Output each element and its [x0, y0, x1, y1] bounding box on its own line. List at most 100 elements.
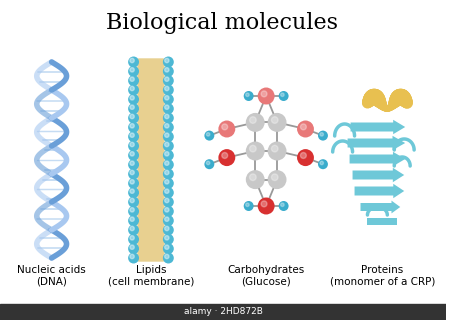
Circle shape — [163, 187, 174, 198]
Circle shape — [258, 87, 275, 105]
Circle shape — [128, 66, 139, 77]
Circle shape — [165, 96, 169, 100]
FancyBboxPatch shape — [0, 304, 446, 320]
Circle shape — [130, 180, 134, 184]
Circle shape — [163, 57, 174, 68]
Text: Lipids
(cell membrane): Lipids (cell membrane) — [108, 265, 194, 287]
FancyArrow shape — [367, 218, 397, 225]
Circle shape — [128, 57, 139, 68]
Circle shape — [163, 196, 174, 207]
Circle shape — [165, 217, 169, 221]
Circle shape — [163, 206, 174, 217]
Circle shape — [128, 234, 139, 245]
Circle shape — [128, 140, 139, 151]
Circle shape — [246, 141, 264, 161]
FancyArrow shape — [352, 168, 404, 182]
Circle shape — [130, 114, 134, 119]
Circle shape — [128, 252, 139, 263]
Circle shape — [246, 203, 249, 206]
Circle shape — [258, 197, 275, 214]
Circle shape — [165, 86, 169, 91]
Circle shape — [268, 141, 286, 161]
FancyBboxPatch shape — [138, 59, 164, 261]
Circle shape — [300, 153, 306, 158]
Circle shape — [268, 113, 286, 132]
Circle shape — [165, 142, 169, 147]
Circle shape — [128, 178, 139, 189]
Circle shape — [128, 215, 139, 226]
Circle shape — [165, 152, 169, 156]
Circle shape — [272, 174, 278, 180]
Circle shape — [128, 206, 139, 217]
Circle shape — [163, 178, 174, 189]
Text: alamy · 2HD872B: alamy · 2HD872B — [184, 308, 262, 316]
Circle shape — [130, 86, 134, 91]
FancyArrow shape — [350, 152, 405, 166]
Circle shape — [163, 140, 174, 151]
Circle shape — [165, 189, 169, 193]
Circle shape — [165, 236, 169, 240]
Circle shape — [163, 169, 174, 180]
Circle shape — [130, 236, 134, 240]
Circle shape — [318, 159, 328, 169]
Circle shape — [130, 58, 134, 63]
Circle shape — [163, 243, 174, 254]
Circle shape — [130, 142, 134, 147]
Circle shape — [165, 254, 169, 259]
Circle shape — [128, 196, 139, 207]
Circle shape — [163, 113, 174, 124]
Circle shape — [163, 215, 174, 226]
Circle shape — [130, 124, 134, 128]
Circle shape — [163, 84, 174, 95]
Circle shape — [165, 68, 169, 72]
FancyArrow shape — [348, 136, 405, 150]
Circle shape — [165, 170, 169, 175]
Circle shape — [163, 234, 174, 245]
Text: Proteins
(monomer of a CRP): Proteins (monomer of a CRP) — [330, 265, 435, 287]
Circle shape — [165, 245, 169, 249]
Circle shape — [297, 149, 314, 166]
Circle shape — [163, 252, 174, 263]
Circle shape — [320, 132, 323, 136]
Circle shape — [244, 91, 254, 101]
Circle shape — [130, 189, 134, 193]
Circle shape — [246, 113, 264, 132]
Circle shape — [300, 124, 306, 130]
Circle shape — [163, 75, 174, 86]
Circle shape — [130, 161, 134, 165]
Circle shape — [165, 124, 169, 128]
Circle shape — [165, 208, 169, 212]
Circle shape — [279, 201, 289, 211]
Circle shape — [318, 131, 328, 140]
Circle shape — [165, 180, 169, 184]
Circle shape — [261, 91, 267, 97]
Circle shape — [128, 150, 139, 161]
Circle shape — [128, 187, 139, 198]
Circle shape — [246, 93, 249, 97]
Circle shape — [165, 114, 169, 119]
Circle shape — [128, 159, 139, 170]
Circle shape — [130, 77, 134, 81]
Circle shape — [244, 201, 254, 211]
Text: Biological molecules: Biological molecules — [106, 12, 339, 34]
FancyArrow shape — [361, 201, 400, 213]
Circle shape — [165, 198, 169, 203]
Circle shape — [207, 132, 210, 136]
Circle shape — [130, 96, 134, 100]
Text: Carbohydrates
(Glucose): Carbohydrates (Glucose) — [228, 265, 305, 287]
Circle shape — [165, 161, 169, 165]
Circle shape — [204, 159, 214, 169]
Circle shape — [163, 225, 174, 236]
Circle shape — [281, 203, 284, 206]
Circle shape — [250, 117, 256, 123]
Circle shape — [320, 161, 323, 165]
Circle shape — [250, 145, 256, 152]
Circle shape — [128, 103, 139, 114]
Circle shape — [130, 245, 134, 249]
Circle shape — [128, 225, 139, 236]
Circle shape — [279, 91, 289, 101]
Circle shape — [297, 121, 314, 138]
FancyArrow shape — [355, 184, 404, 198]
Circle shape — [130, 217, 134, 221]
Circle shape — [130, 226, 134, 231]
